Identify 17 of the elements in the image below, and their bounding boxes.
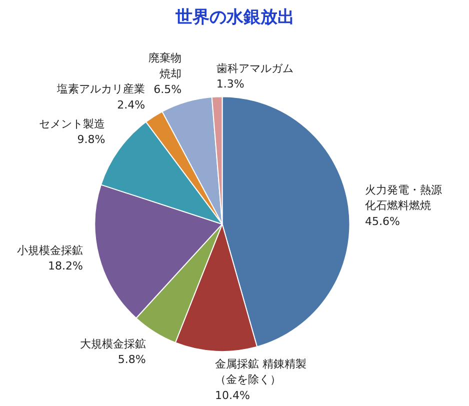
chart-title: 世界の水銀放出 <box>174 8 294 28</box>
slice-label: 火力発電・熱源化石燃料燃焼 <box>364 184 442 212</box>
slice-label: 大規模金採鉱 <box>80 337 146 350</box>
slice-label: セメント製造 <box>39 118 106 131</box>
data-label: 2.4% <box>117 98 146 112</box>
data-label: 1.3% <box>216 78 244 91</box>
data-label: 10.4% <box>215 388 250 402</box>
data-label: 18.2% <box>48 259 83 272</box>
slice-label: 歯科アマルガム <box>216 62 294 75</box>
data-label: 6.5% <box>154 82 182 96</box>
slice-label: 小規模金採鉱 <box>16 244 83 257</box>
data-label: 9.8% <box>77 133 106 146</box>
slice-label: 廃棄物焼却 <box>148 52 182 80</box>
slice-label: 塩素アルカリ産業 <box>56 82 146 96</box>
data-label: 45.6% <box>364 214 400 228</box>
slice-label: 金属採鉱 精錬精製（金を除く） <box>215 358 307 386</box>
data-label: 5.8% <box>118 352 146 366</box>
